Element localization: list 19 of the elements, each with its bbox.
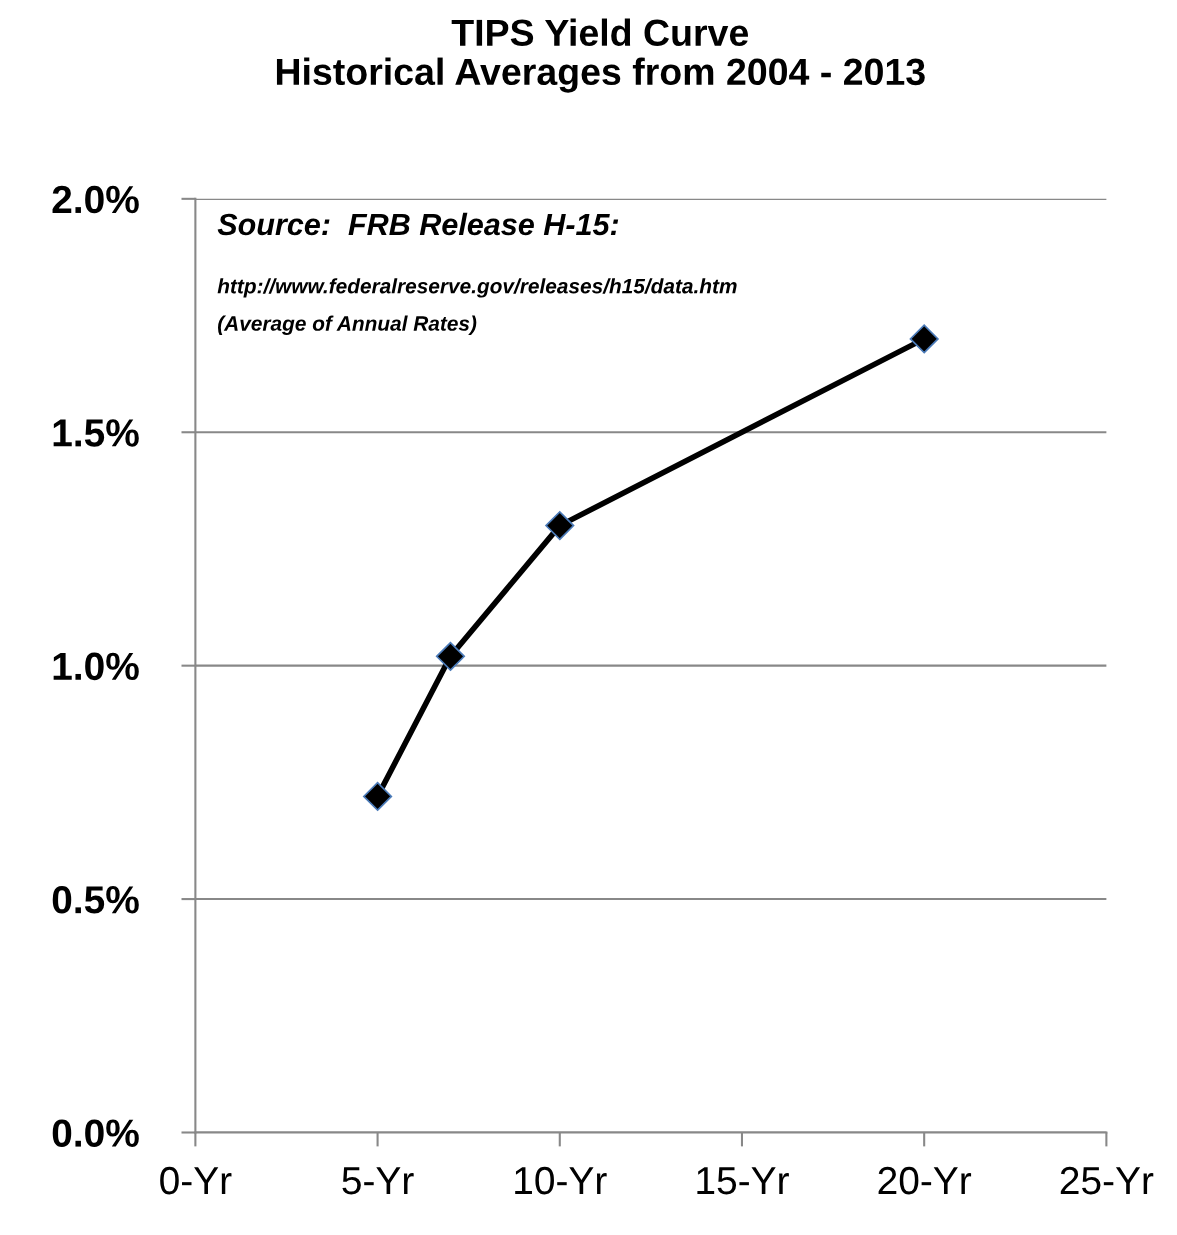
point xyxy=(362,781,393,811)
chart-title: TIPS Yield Curve Historical Averages from 2004 - 2013 xyxy=(276,18,925,93)
y-tick-label: 2.0% xyxy=(52,185,139,214)
point xyxy=(545,511,575,541)
annotation: http://www.federalreserve.gov/releases/h15/data.htm xyxy=(217,278,737,298)
y-tick-label: 1.5% xyxy=(53,419,139,447)
x-tick-label: 25-Yr xyxy=(1060,1166,1154,1195)
x-tick-label: 15-Yr xyxy=(697,1167,789,1195)
x-tick-label: 0-Yr xyxy=(160,1166,232,1195)
point xyxy=(909,324,939,354)
point xyxy=(435,641,466,671)
y-tick-label: 0.0% xyxy=(52,1119,139,1147)
y-tick-label: 1.0% xyxy=(53,652,139,681)
annotation: Source: FRB Release H-15: xyxy=(217,212,619,236)
annotation: (Average of Annual Rates) xyxy=(218,315,477,335)
y-tick-label: 0.5% xyxy=(52,886,139,914)
x-tick-label: 10-Yr xyxy=(515,1166,607,1195)
x-tick-label: 20-Yr xyxy=(878,1166,972,1195)
x-tick-label: 5-Yr xyxy=(342,1167,414,1195)
